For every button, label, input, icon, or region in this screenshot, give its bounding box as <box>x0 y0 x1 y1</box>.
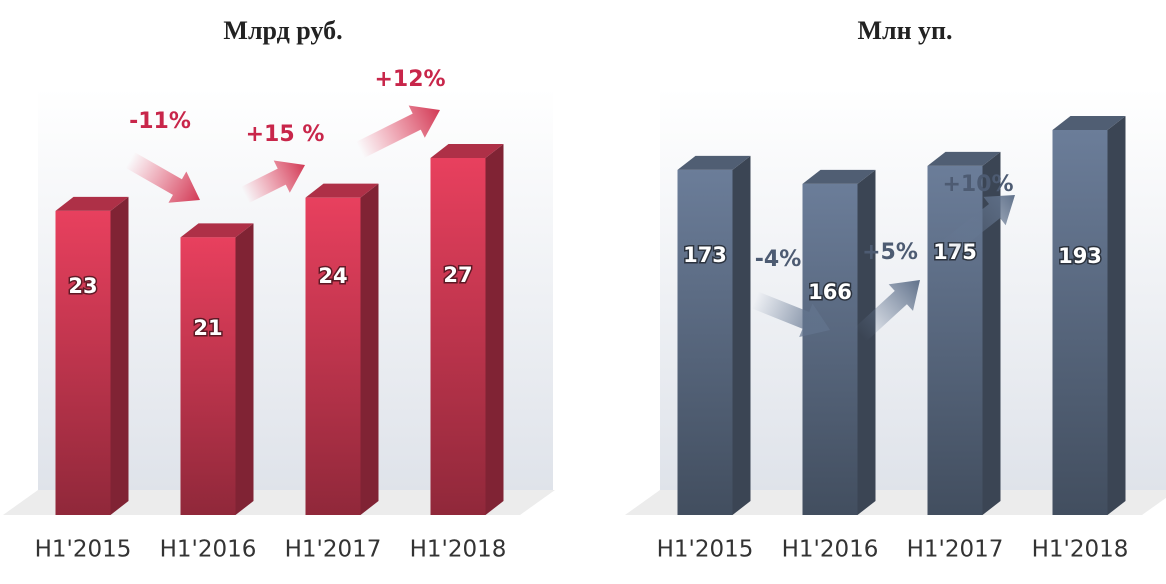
data-label: 173 <box>683 243 727 267</box>
x-tick-label: H1'2016 <box>782 537 879 563</box>
bar-top <box>430 144 504 158</box>
bar-side <box>235 223 254 516</box>
bar <box>55 210 111 515</box>
data-label: 166 <box>808 280 852 304</box>
bar <box>677 169 733 516</box>
data-label: 27 <box>443 263 472 287</box>
x-tick-label: H1'2015 <box>657 537 754 563</box>
data-label: 21 <box>193 316 222 340</box>
bar-side <box>485 144 504 515</box>
arrow <box>125 152 200 203</box>
arrow <box>751 291 830 338</box>
arrow <box>939 195 1015 258</box>
x-tick-label: H1'2016 <box>160 537 257 563</box>
annotation: -4% <box>755 247 801 272</box>
x-tick-label: H1'2017 <box>907 537 1004 563</box>
annotation: +15 % <box>246 122 325 147</box>
bar-top <box>305 183 379 198</box>
annotation: +10% <box>942 172 1013 197</box>
data-label: 24 <box>318 264 347 288</box>
data-label: 23 <box>68 274 97 298</box>
bar-side <box>110 196 129 515</box>
bar-top <box>55 196 129 211</box>
bar <box>1052 130 1108 515</box>
x-tick-label: H1'2018 <box>1032 537 1129 563</box>
bar-top <box>802 169 876 184</box>
bar <box>180 237 236 516</box>
chart-title: Млн уп. <box>857 16 952 45</box>
annotation: +5% <box>862 240 918 265</box>
annotation: +12% <box>374 67 445 92</box>
x-tick-label: H1'2017 <box>285 537 382 563</box>
floor <box>3 490 555 515</box>
bar-side <box>360 183 379 515</box>
floor <box>625 490 1166 515</box>
bar <box>305 197 361 515</box>
bar-side <box>732 155 751 516</box>
arrow <box>355 105 440 159</box>
data-label: 193 <box>1058 244 1102 268</box>
arrow <box>853 280 920 342</box>
bar-top <box>677 155 751 170</box>
arrow <box>240 160 305 204</box>
bar-side <box>982 151 1001 515</box>
bar-top <box>1052 116 1126 130</box>
bar-top <box>927 151 1001 166</box>
x-tick-label: H1'2018 <box>410 537 507 563</box>
bar-side <box>1107 116 1126 515</box>
bar <box>430 158 486 515</box>
bar <box>802 183 858 515</box>
chart-title: Млрд руб. <box>223 16 342 45</box>
x-tick-label: H1'2015 <box>35 537 132 563</box>
bar-top <box>180 223 254 238</box>
bar-side <box>857 169 876 515</box>
annotation: -11% <box>129 109 191 134</box>
